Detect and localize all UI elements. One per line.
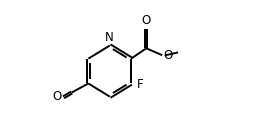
Text: O: O bbox=[163, 49, 172, 62]
Text: N: N bbox=[105, 31, 114, 44]
Text: F: F bbox=[136, 78, 143, 91]
Text: O: O bbox=[142, 14, 151, 27]
Text: O: O bbox=[53, 90, 62, 103]
